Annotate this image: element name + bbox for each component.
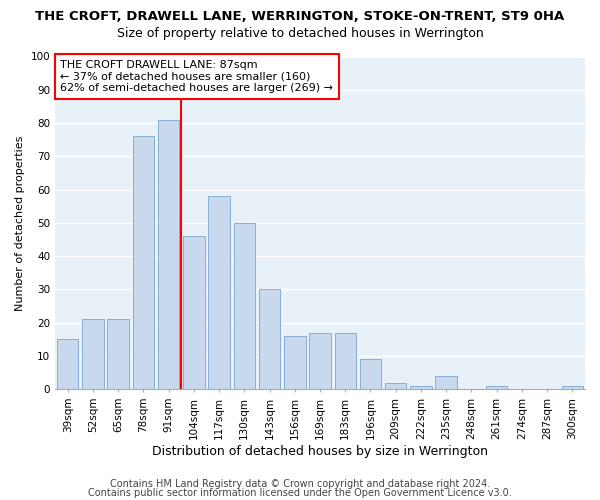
Bar: [208, 196, 230, 389]
Text: Size of property relative to detached houses in Werrington: Size of property relative to detached ho…: [116, 28, 484, 40]
Text: Contains HM Land Registry data © Crown copyright and database right 2024.: Contains HM Land Registry data © Crown c…: [110, 479, 490, 489]
Bar: [259, 290, 280, 389]
Bar: [385, 382, 406, 389]
Bar: [410, 386, 431, 389]
Bar: [335, 332, 356, 389]
Bar: [309, 332, 331, 389]
Y-axis label: Number of detached properties: Number of detached properties: [15, 135, 25, 310]
Text: THE CROFT, DRAWELL LANE, WERRINGTON, STOKE-ON-TRENT, ST9 0HA: THE CROFT, DRAWELL LANE, WERRINGTON, STO…: [35, 10, 565, 23]
Bar: [82, 320, 104, 389]
Text: Contains public sector information licensed under the Open Government Licence v3: Contains public sector information licen…: [88, 488, 512, 498]
Bar: [284, 336, 305, 389]
Bar: [183, 236, 205, 389]
Bar: [57, 340, 79, 389]
Bar: [158, 120, 179, 389]
Bar: [133, 136, 154, 389]
Bar: [436, 376, 457, 389]
Bar: [562, 386, 583, 389]
Text: THE CROFT DRAWELL LANE: 87sqm
← 37% of detached houses are smaller (160)
62% of : THE CROFT DRAWELL LANE: 87sqm ← 37% of d…: [61, 60, 334, 93]
Bar: [360, 359, 381, 389]
Bar: [107, 320, 129, 389]
Bar: [233, 223, 255, 389]
Bar: [486, 386, 508, 389]
X-axis label: Distribution of detached houses by size in Werrington: Distribution of detached houses by size …: [152, 444, 488, 458]
